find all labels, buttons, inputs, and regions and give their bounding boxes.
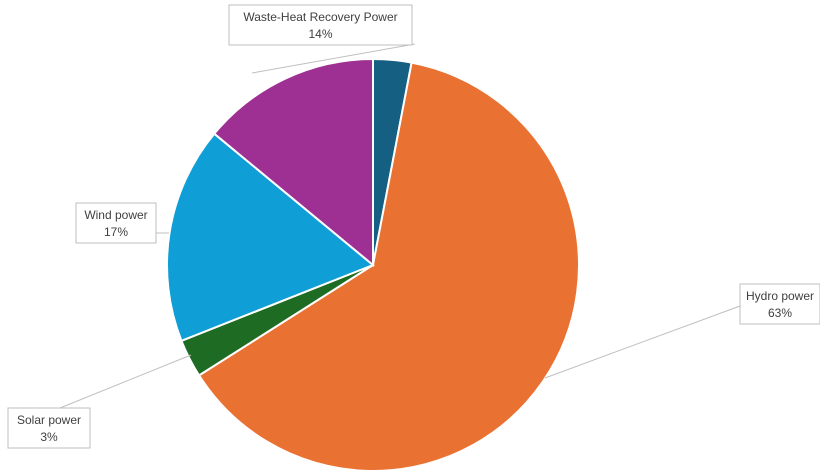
data-label-category: Solar power [17, 413, 81, 427]
data-label-wind-power: Wind power 17% [75, 202, 157, 244]
data-label-category: Waste-Heat Recovery Power [243, 10, 397, 24]
data-label-percent: 14% [308, 27, 332, 41]
data-label-percent: 63% [768, 306, 792, 320]
data-label-category: Wind power [84, 208, 147, 222]
data-label-percent: 17% [104, 225, 128, 239]
pie-slices [166, 57, 580, 470]
data-label-percent: 3% [40, 430, 58, 444]
pie-slice-wind-power [166, 132, 375, 343]
data-labels: Waste-Heat Recovery Power 14% Hydro power 6… [7, 4, 820, 449]
leader-lines [59, 43, 741, 409]
data-label-box [228, 4, 413, 46]
pie-slice-hydro-power [197, 61, 580, 470]
leader-line-waste-heat-recovery-power [251, 43, 416, 74]
data-label-solar-power: Solar power 3% [7, 407, 91, 449]
data-label-category: Hydro power [746, 289, 814, 303]
data-label-box [739, 283, 820, 325]
leader-line-solar-power [59, 354, 192, 409]
leader-line-hydro-power [544, 305, 741, 379]
pie-slice-waste-heat-recovery-power [212, 57, 374, 268]
data-label-box [7, 407, 91, 449]
data-label-hydro-power: Hydro power 63% [739, 283, 820, 325]
data-label-box [75, 202, 157, 244]
data-label-waste-heat-recovery-power: Waste-Heat Recovery Power 14% [228, 4, 413, 46]
